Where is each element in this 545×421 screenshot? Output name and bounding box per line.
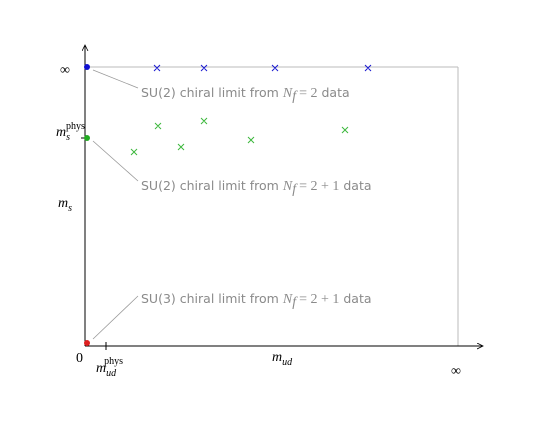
math-rest: = 2 xyxy=(299,86,317,101)
math-rest: = 2 + 1 xyxy=(299,292,339,307)
base: m xyxy=(272,350,282,365)
annotation-text: SU(2) chiral limit from xyxy=(141,85,279,100)
x-right-label: ∞ xyxy=(451,364,461,379)
x-phys-label: mudphys xyxy=(96,356,123,379)
frame xyxy=(81,45,483,350)
origin-label: 0 xyxy=(76,351,83,366)
blue-point xyxy=(84,64,90,70)
annotation-text: SU(3) chiral limit from xyxy=(141,291,279,306)
math-sub: f xyxy=(292,89,298,104)
base: m xyxy=(56,125,66,140)
y-label: ms xyxy=(58,196,72,214)
blue-crosses xyxy=(153,64,372,72)
math-base: N xyxy=(282,179,293,194)
sub: s xyxy=(66,132,70,143)
annotation-suffix: data xyxy=(343,291,371,306)
x-label: mud xyxy=(272,350,293,368)
annotation-suffix: data xyxy=(343,178,371,193)
math-base: N xyxy=(282,86,293,101)
math-base: N xyxy=(282,292,293,307)
sup: phys xyxy=(104,356,123,367)
sub: s xyxy=(68,203,72,214)
sup: phys xyxy=(66,121,85,132)
red-point xyxy=(84,340,90,346)
math-sub: f xyxy=(292,295,298,310)
math-rest: = 2 + 1 xyxy=(299,179,339,194)
green-crosses xyxy=(130,117,349,156)
base: m xyxy=(58,196,68,211)
annotation-text: SU(2) chiral limit from xyxy=(141,178,279,193)
leaders xyxy=(92,69,139,340)
green-point xyxy=(84,135,90,141)
annotation: SU(3) chiral limit from Nf = 2 + 1 data xyxy=(141,291,372,310)
math-sub: f xyxy=(292,182,298,197)
y-top-label: ∞ xyxy=(60,63,70,78)
annotation-suffix: data xyxy=(321,85,349,100)
base: m xyxy=(96,361,106,376)
sub: ud xyxy=(282,357,293,368)
annotation: SU(2) chiral limit from Nf = 2 data xyxy=(141,85,350,104)
annotation: SU(2) chiral limit from Nf = 2 + 1 data xyxy=(141,178,372,197)
y-phys-label: msphys xyxy=(56,121,85,143)
sub: ud xyxy=(106,368,117,379)
